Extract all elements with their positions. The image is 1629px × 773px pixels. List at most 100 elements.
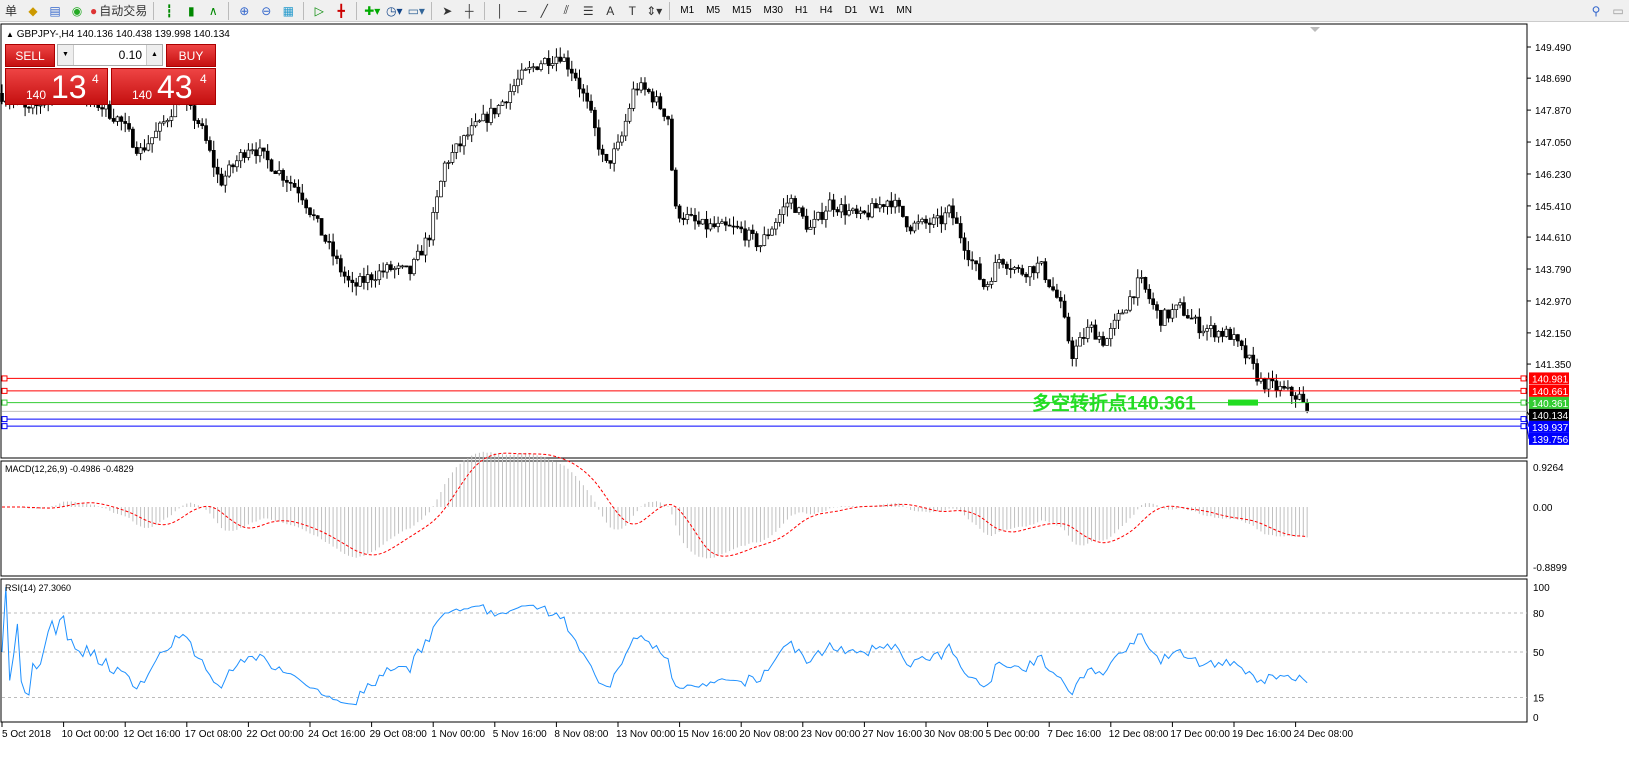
level-price-label: 140.134 <box>1532 411 1569 422</box>
level-handle <box>1 423 8 430</box>
candle-body <box>654 96 659 103</box>
timeframe-m5[interactable]: M5 <box>706 5 721 16</box>
candle-body <box>1116 313 1121 321</box>
candle-body <box>500 101 505 106</box>
sell-button[interactable]: SELL <box>5 44 55 67</box>
arrows-icon[interactable]: ⇕▾ <box>646 3 663 18</box>
gold-bars-icon[interactable]: ◆ <box>28 3 38 18</box>
timeframe-h4[interactable]: H4 <box>819 5 833 16</box>
chat-icon[interactable]: ▭ <box>1612 3 1624 18</box>
buy-button[interactable]: BUY <box>166 44 216 67</box>
fibonacci-icon[interactable]: ⫽ <box>563 3 569 17</box>
timeframe-d1[interactable]: D1 <box>844 5 858 16</box>
timeframe-mn[interactable]: MN <box>896 5 912 16</box>
candle-body <box>951 205 955 219</box>
candle-body <box>785 202 790 208</box>
candle-body <box>458 143 462 147</box>
divider <box>431 1 433 20</box>
navigator-icon[interactable]: ▤ <box>49 3 61 18</box>
price-tick-label: 148.690 <box>1535 74 1572 85</box>
timeframe-w1[interactable]: W1 <box>869 5 885 16</box>
candle-body <box>1224 328 1229 337</box>
candle-body <box>192 105 197 121</box>
trendline-icon[interactable]: ╱ <box>540 3 548 18</box>
candle-body <box>261 147 266 152</box>
candle-body <box>1101 336 1105 346</box>
vertical-line-icon[interactable]: │ <box>496 3 505 18</box>
crosshair-icon[interactable]: ┼ <box>465 3 474 18</box>
indicators-icon[interactable]: ✚▾ <box>364 3 381 18</box>
candle-body <box>627 108 632 122</box>
menu-fragment[interactable]: 单 <box>4 4 17 18</box>
periods-icon[interactable]: ◷▾ <box>386 3 403 18</box>
time-label: 10 Oct 00:00 <box>62 729 120 740</box>
collapse-triangle-icon[interactable]: ▲ <box>6 30 14 39</box>
candle-body <box>165 120 170 123</box>
candle-body <box>804 215 809 230</box>
chart-shift-marker <box>1310 27 1320 32</box>
timeframe-m15[interactable]: M15 <box>732 5 752 16</box>
lot-increase-icon[interactable]: ▲ <box>146 45 162 65</box>
buy-price[interactable]: 140 43 4 <box>111 68 216 105</box>
candle-body <box>635 88 640 91</box>
candle-body <box>966 250 971 261</box>
candle-body <box>1259 378 1263 382</box>
candle-body <box>596 127 601 150</box>
symbol-info: ▲ GBPJPY-,H4 140.136 140.438 139.998 140… <box>6 29 230 40</box>
fibo-fan-icon[interactable]: ☰ <box>582 3 594 18</box>
cursor-icon[interactable]: ➤ <box>442 3 453 18</box>
candle-body <box>862 210 867 214</box>
tile-windows-icon[interactable]: ▦ <box>282 3 294 18</box>
zoom-in-icon[interactable]: ⊕ <box>239 3 250 18</box>
text-label-icon[interactable]: T <box>628 3 636 18</box>
level-handle <box>1 387 8 394</box>
candle-body <box>1097 336 1102 340</box>
lot-decrease-icon[interactable]: ▼ <box>58 45 74 65</box>
candle-body <box>431 212 436 241</box>
auto-trading-button[interactable]: ● 自动交易 <box>88 1 149 21</box>
candle-body <box>338 258 343 273</box>
line-chart-icon[interactable]: ∧ <box>208 3 218 18</box>
candle-body <box>920 218 925 223</box>
text-icon[interactable]: A <box>606 3 615 18</box>
candle-body <box>415 250 420 260</box>
candle-body <box>581 88 586 94</box>
templates-icon[interactable]: ▭▾ <box>407 3 425 18</box>
timeframe-h1[interactable]: H1 <box>794 5 808 16</box>
candle-body <box>285 179 289 183</box>
candle-body <box>508 91 513 103</box>
divider <box>153 1 155 20</box>
zoom-out-icon[interactable]: ⊖ <box>261 3 272 18</box>
lot-stepper[interactable]: ▼ 0.10 ▲ <box>57 44 163 66</box>
bar-chart-icon[interactable]: ┇ <box>165 3 173 18</box>
candle-body <box>223 175 228 186</box>
timeframe-m1[interactable]: M1 <box>680 5 695 16</box>
candle-body <box>1297 393 1302 400</box>
candle-body <box>492 107 497 115</box>
lot-input[interactable]: 0.10 <box>118 48 142 62</box>
horizontal-line-icon[interactable]: ─ <box>518 3 527 18</box>
candlestick-icon[interactable]: ▮ <box>187 3 195 18</box>
candle-body <box>939 215 944 225</box>
candle-body <box>981 279 986 288</box>
candle-body <box>462 135 466 147</box>
auto-scroll-icon[interactable]: ▷ <box>314 3 324 18</box>
candle-body <box>766 234 771 237</box>
candle-body <box>485 113 489 123</box>
candle-body <box>974 260 978 265</box>
level-handle <box>1520 423 1527 430</box>
candle-body <box>1055 289 1059 298</box>
candle-body <box>643 82 647 90</box>
candle-body <box>385 264 389 273</box>
candle-body <box>885 200 890 207</box>
timeframe-m30[interactable]: M30 <box>763 5 783 16</box>
candle-body <box>1074 345 1079 359</box>
candle-body <box>1085 326 1090 339</box>
search-icon[interactable]: ⚲ <box>1591 3 1601 18</box>
chart-shift-icon[interactable]: ╋ <box>337 3 345 18</box>
signal-icon[interactable]: ◉ <box>71 3 83 18</box>
candle-body <box>1270 378 1275 382</box>
sell-price[interactable]: 140 13 4 <box>5 68 108 105</box>
candle-body <box>277 170 282 175</box>
